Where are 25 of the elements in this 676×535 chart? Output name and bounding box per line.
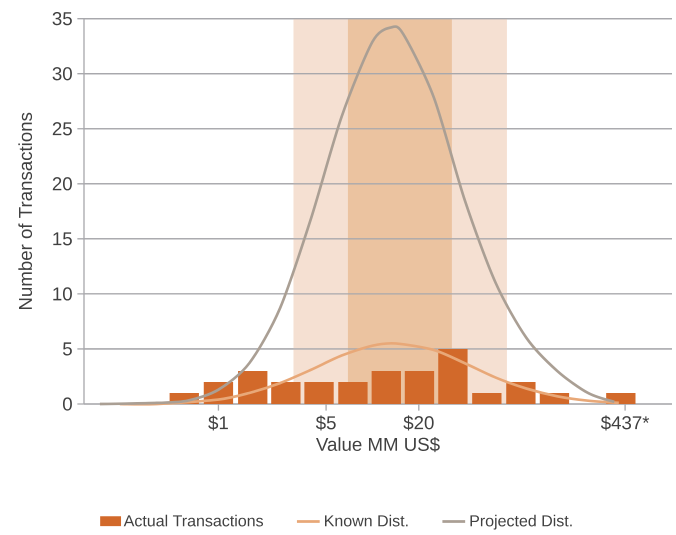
- y-tick-label: 35: [52, 12, 72, 26]
- y-tick-label: 0: [62, 398, 72, 411]
- bar: [338, 382, 368, 404]
- x-tick-label: $1: [208, 416, 228, 431]
- y-tick-label: 20: [52, 177, 72, 191]
- bar: [238, 371, 268, 404]
- bar: [372, 371, 401, 404]
- bar: [472, 393, 502, 404]
- y-axis-title: Number of Transactions: [18, 112, 32, 310]
- x-axis-title: Value MM US$: [316, 437, 440, 452]
- bar: [304, 382, 334, 404]
- y-tick-label: 25: [52, 122, 72, 136]
- legend-label: Actual Transactions: [124, 514, 264, 527]
- x-tick-label: $5: [316, 416, 336, 431]
- x-tick-label: $437*: [600, 416, 650, 431]
- legend-label: Projected Dist.: [470, 514, 572, 530]
- y-tick-label: 30: [52, 67, 72, 80]
- bar: [271, 382, 301, 404]
- x-tick-label: $20: [403, 416, 434, 431]
- y-tick-label: 15: [53, 232, 72, 246]
- legend-label: Known Dist.: [325, 514, 408, 527]
- bar: [438, 349, 468, 404]
- y-tick-label: 10: [53, 287, 72, 301]
- bar: [404, 371, 434, 404]
- y-tick-label: 5: [63, 342, 72, 356]
